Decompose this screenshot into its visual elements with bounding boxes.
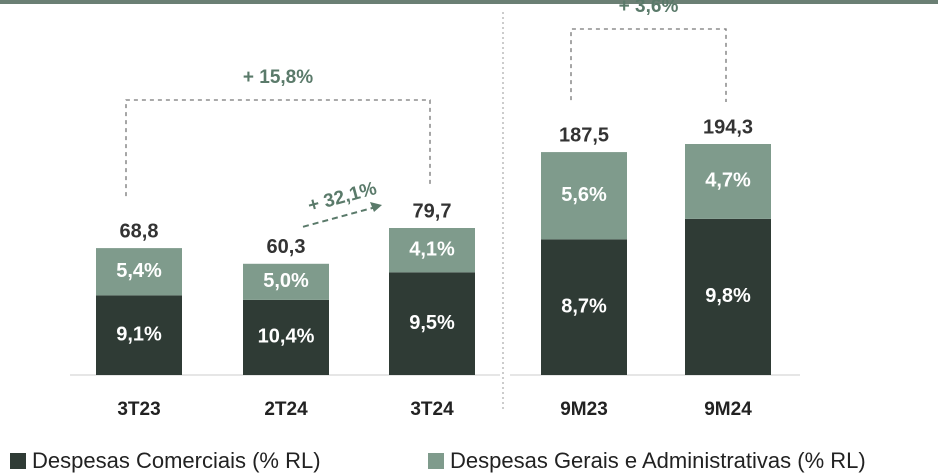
bar-segment <box>685 144 771 219</box>
bar-segment <box>96 295 182 375</box>
segment-label: 8,7% <box>561 295 607 317</box>
segment-label: 9,5% <box>409 312 455 334</box>
bar-segment <box>541 239 627 375</box>
segment-label: 10,4% <box>258 326 315 348</box>
bar-segment <box>389 228 475 273</box>
legend-swatch <box>10 453 26 469</box>
annotation: + 3,6% <box>619 0 679 17</box>
bar-segment <box>243 299 329 375</box>
total-label: 187,5 <box>559 124 609 146</box>
annotation: + 15,8% <box>243 67 313 88</box>
legend-label: Despesas Gerais e Administrativas (% RL) <box>450 448 866 473</box>
segment-label: 4,7% <box>705 170 751 192</box>
x-tick-label: 3T23 <box>117 399 160 420</box>
arrow-line <box>302 206 377 228</box>
segment-label: 4,1% <box>409 238 455 260</box>
bar-segment <box>541 152 627 240</box>
bracket <box>570 28 727 102</box>
x-tick-label: 3T24 <box>410 399 454 420</box>
annotation: + 32,1% <box>306 178 379 216</box>
segment-label: 5,6% <box>561 184 607 206</box>
bar-segment <box>685 218 771 375</box>
bracket <box>125 99 431 197</box>
total-label: 79,7 <box>413 200 452 222</box>
segment-label: 5,0% <box>263 270 309 292</box>
x-tick-label: 9M23 <box>560 399 608 420</box>
bar-segment <box>96 248 182 296</box>
x-tick-label: 2T24 <box>264 399 308 420</box>
total-label: 68,8 <box>120 220 159 242</box>
top-border <box>0 0 938 4</box>
total-label: 194,3 <box>703 116 753 138</box>
bar-segment <box>389 272 475 375</box>
legend-label: Despesas Comerciais (% RL) <box>32 448 321 473</box>
segment-label: 9,1% <box>116 323 162 345</box>
x-tick-label: 9M24 <box>704 399 752 420</box>
segment-label: 9,8% <box>705 285 751 307</box>
arrow-head <box>370 202 382 212</box>
legend-swatch <box>428 453 444 469</box>
total-label: 60,3 <box>267 236 306 258</box>
segment-label: 5,4% <box>116 260 162 282</box>
bar-segment <box>243 263 329 300</box>
